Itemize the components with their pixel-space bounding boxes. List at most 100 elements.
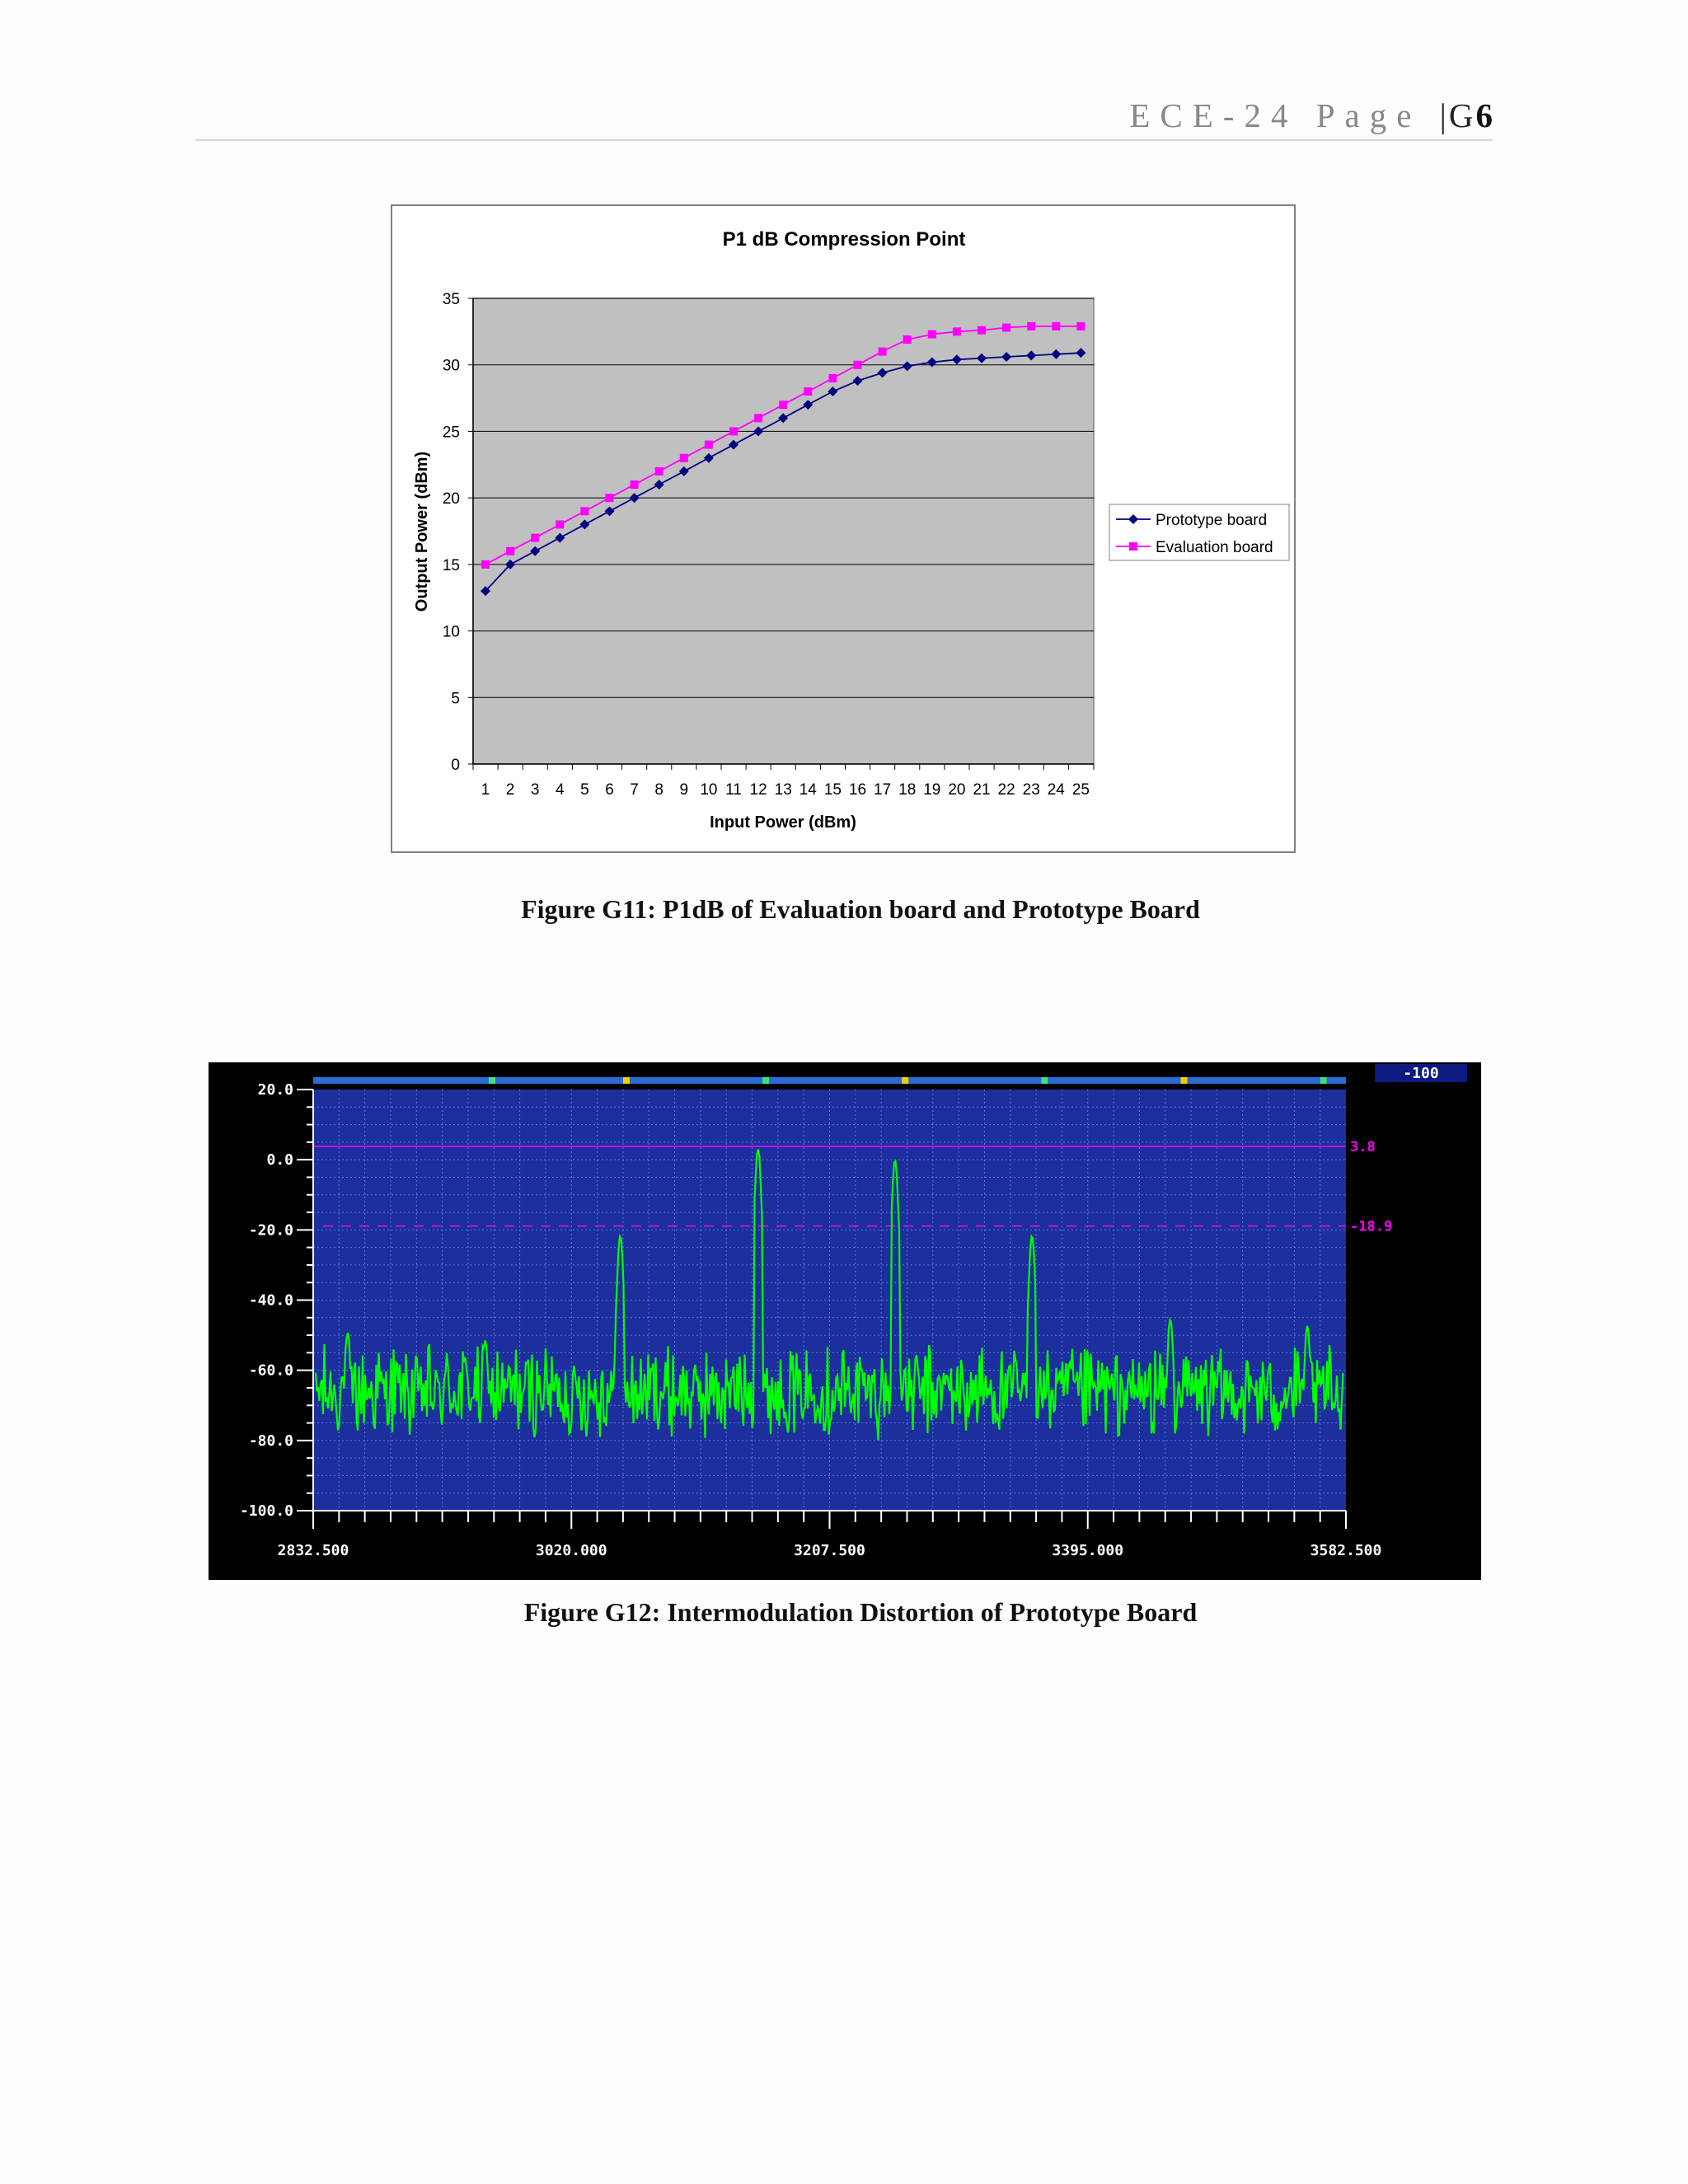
data-point [902, 361, 912, 372]
x-tick-label: 1 [481, 781, 490, 799]
imd-spectrum-chart: -100 3.8 -18.9 20.0 0.0 -20.0 -40.0 -60.0 -80.0 -… [209, 1062, 1481, 1580]
x-tick-label: 4 [556, 781, 565, 799]
status-bar-marker [1041, 1077, 1048, 1084]
chart-title: P1 dB Compression Point [723, 228, 966, 251]
running-header: ECE-24 Page |G6 [1129, 96, 1493, 135]
data-point [729, 439, 738, 450]
data-point [531, 533, 540, 542]
x-tick-label: 19 [923, 781, 940, 799]
data-point [877, 368, 888, 378]
x-tick-label: 18 [898, 781, 916, 799]
data-point [1051, 349, 1062, 359]
x-tick-label: 11 [725, 781, 742, 799]
header-rule [195, 139, 1493, 141]
y-tick-label: 5 [451, 690, 460, 707]
data-point [977, 353, 987, 363]
x-tick-label: 22 [998, 781, 1015, 799]
data-point [605, 494, 614, 503]
y-tick-label: 15 [443, 557, 460, 574]
data-point [629, 493, 640, 504]
x-tick-label: 3395.000 [1052, 1542, 1123, 1559]
data-point [506, 546, 515, 555]
data-point [481, 586, 490, 597]
series-evaluation-board [481, 321, 1085, 569]
data-point [778, 413, 789, 424]
spectrum-trace [314, 1149, 1344, 1441]
x-tick-label: 3207.500 [794, 1542, 865, 1559]
x-tick-label: 23 [1023, 781, 1040, 799]
x-tick-label: 15 [824, 781, 842, 799]
data-point [952, 327, 961, 336]
data-point [729, 427, 738, 436]
data-point [679, 453, 688, 462]
data-point [828, 373, 837, 382]
legend-marker [1128, 514, 1138, 524]
data-point [703, 452, 714, 463]
status-bar-marker [902, 1077, 909, 1084]
running-head-text: ECE-24 Page [1129, 96, 1422, 134]
status-bar-marker [1320, 1077, 1327, 1084]
x-tick-label: 25 [1072, 781, 1090, 799]
figure-g11-caption: Figure G11: P1dB of Evaluation board and… [521, 894, 1200, 924]
y-tick-label: 35 [443, 291, 460, 308]
reference-line-label: -18.9 [1350, 1219, 1392, 1235]
top-readout-box [1375, 1064, 1467, 1082]
data-point [1026, 350, 1037, 361]
figure-g12-caption: Figure G12: Intermodulation Distortion o… [523, 1597, 1198, 1627]
status-bar-marker [762, 1077, 770, 1084]
data-point [1027, 321, 1036, 330]
data-point [927, 330, 936, 339]
x-tick-label: 10 [700, 781, 717, 799]
data-point [852, 376, 863, 387]
x-tick-label: 5 [580, 781, 589, 799]
x-tick-label: 6 [605, 781, 614, 799]
reference-line-label: 3.8 [1350, 1139, 1376, 1155]
status-bar [313, 1077, 1346, 1084]
x-tick-label: 14 [799, 781, 818, 799]
section-letter: |G [1439, 96, 1476, 134]
y-tick-label: 0.0 [266, 1151, 293, 1169]
y-axis-label: Output Power (dBm) [413, 452, 431, 612]
x-tick-label: 2832.500 [278, 1542, 349, 1559]
data-point [654, 466, 663, 476]
x-tick-label: 9 [680, 781, 689, 799]
x-tick-label: 3020.000 [536, 1542, 607, 1559]
data-point [853, 360, 862, 369]
y-tick-label: -80.0 [249, 1432, 293, 1450]
data-point [1002, 323, 1011, 332]
x-tick-label: 21 [973, 781, 990, 799]
data-point [1076, 321, 1085, 330]
data-point [579, 519, 590, 530]
x-tick-label: 2 [506, 781, 515, 799]
page-number: 6 [1475, 96, 1493, 134]
x-tick-label: 17 [874, 781, 891, 799]
x-tick-label: 13 [775, 781, 792, 799]
data-point [556, 520, 565, 529]
plot-area [472, 298, 1095, 765]
x-axis-label: Input Power (dBm) [710, 813, 856, 832]
status-bar-strip [313, 1077, 1346, 1084]
data-point [555, 532, 565, 543]
data-point [530, 546, 541, 556]
data-point [1001, 352, 1012, 363]
y-tick-label: 0 [451, 757, 460, 774]
x-tick-label: 12 [750, 781, 767, 799]
x-tick-label: 20 [948, 781, 965, 799]
data-point [779, 401, 788, 410]
x-tick-label: 3 [531, 781, 540, 799]
data-point [630, 480, 639, 489]
x-tick-label: 3582.500 [1311, 1542, 1382, 1559]
y-tick-label: 25 [443, 424, 460, 441]
data-point [604, 506, 615, 517]
data-point [803, 400, 814, 410]
legend-label: Prototype board [1156, 512, 1267, 529]
data-point [951, 354, 962, 365]
x-tick-label: 8 [654, 781, 663, 799]
status-bar-marker [489, 1077, 496, 1084]
status-bar-marker [1180, 1077, 1188, 1084]
y-tick-label: 10 [443, 624, 460, 641]
y-tick-label: 20 [443, 490, 460, 508]
x-tick-label: 24 [1048, 781, 1066, 799]
data-point [678, 466, 689, 476]
